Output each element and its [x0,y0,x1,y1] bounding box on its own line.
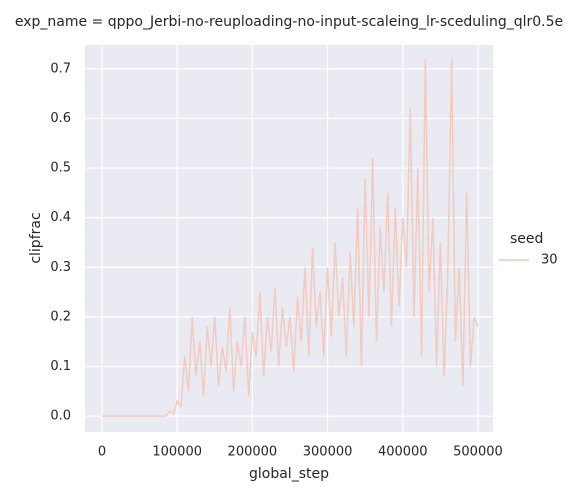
y-tick-label: 0.6 [50,111,71,126]
data-line [101,58,479,417]
y-axis-label: clipfrac [28,212,44,263]
y-tick-label: 0.1 [50,359,71,374]
y-tick-label: 0.5 [50,161,71,176]
x-tick-label: 500000 [453,445,503,460]
legend-title: seed [510,231,543,247]
x-tick-label: 200000 [228,445,278,460]
legend-label: 30 [541,253,558,268]
x-tick-label: 300000 [303,445,353,460]
y-tick-label: 0.3 [50,260,71,275]
chart-title: exp_name = qppo_Jerbi-no-reuploading-no-… [15,14,563,30]
x-tick-label: 100000 [152,445,202,460]
x-tick-label: 0 [98,445,106,460]
y-tick-label: 0.4 [50,210,71,225]
x-tick-label: 400000 [378,445,428,460]
y-tick-label: 0.0 [50,409,71,424]
x-axis-label: global_step [249,466,329,482]
y-tick-label: 0.2 [50,309,71,324]
y-tick-label: 0.7 [50,61,71,76]
